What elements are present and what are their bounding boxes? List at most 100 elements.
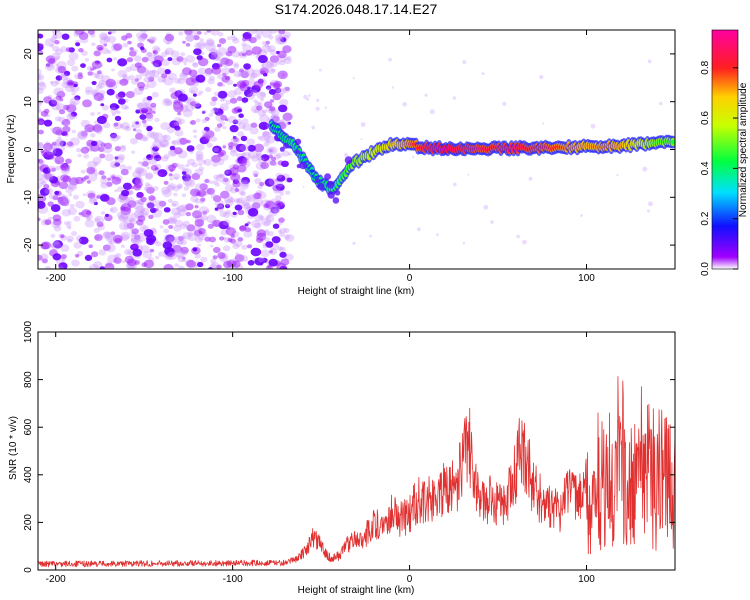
noise-speckle — [268, 88, 276, 95]
noise-speckle — [590, 124, 596, 129]
noise-speckle — [135, 121, 140, 125]
noise-speckle — [268, 35, 274, 40]
noise-speckle — [93, 50, 101, 57]
noise-speckle — [266, 214, 272, 219]
noise-speckle — [185, 55, 195, 63]
noise-speckle — [391, 86, 394, 89]
noise-speckle — [93, 201, 98, 206]
noise-speckle — [99, 63, 103, 68]
noise-speckle — [237, 131, 245, 137]
noise-speckle — [102, 244, 111, 251]
noise-speckle — [264, 229, 269, 233]
noise-speckle — [44, 219, 52, 225]
noise-speckle — [278, 35, 284, 40]
noise-speckle — [222, 219, 231, 226]
noise-speckle — [230, 34, 236, 38]
noise-speckle — [269, 99, 275, 103]
noise-speckle — [77, 238, 82, 243]
noise-speckle — [50, 233, 56, 238]
noise-speckle — [273, 187, 281, 194]
x-tick-label: -100 — [223, 574, 243, 585]
noise-speckle — [111, 164, 116, 168]
noise-speckle — [107, 177, 112, 181]
noise-speckle — [254, 34, 262, 40]
noise-speckle — [154, 200, 166, 209]
noise-speckle — [177, 164, 185, 170]
noise-speckle — [219, 173, 226, 179]
snr-background — [38, 332, 675, 570]
noise-speckle — [87, 192, 96, 199]
noise-speckle — [64, 84, 76, 93]
noise-speckle — [121, 244, 125, 248]
noise-speckle — [207, 223, 214, 229]
noise-speckle — [179, 204, 189, 212]
noise-speckle — [212, 255, 218, 260]
noise-speckle — [173, 121, 179, 127]
noise-speckle — [96, 221, 104, 227]
noise-speckle — [185, 77, 193, 84]
noise-speckle — [52, 195, 59, 201]
noise-speckle — [114, 156, 119, 160]
noise-speckle — [273, 80, 283, 88]
noise-speckle — [55, 103, 66, 111]
noise-speckle — [242, 37, 248, 42]
noise-speckle — [270, 61, 278, 68]
noise-speckle — [170, 92, 179, 100]
noise-speckle — [165, 100, 173, 106]
noise-speckle — [177, 77, 186, 85]
noise-speckle — [269, 49, 277, 56]
noise-speckle — [647, 59, 652, 64]
noise-speckle — [124, 248, 133, 256]
noise-speckle — [181, 193, 186, 197]
noise-speckle — [285, 56, 292, 61]
noise-speckle — [38, 129, 44, 135]
noise-speckle — [44, 172, 52, 179]
noise-speckle — [38, 75, 42, 80]
noise-speckle — [197, 261, 204, 268]
noise-speckle — [139, 207, 150, 216]
noise-speckle — [436, 233, 439, 237]
noise-speckle — [202, 42, 207, 47]
noise-speckle — [196, 143, 205, 151]
noise-speckle — [265, 135, 276, 144]
noise-speckle — [202, 132, 208, 137]
noise-speckle — [208, 236, 216, 243]
noise-speckle — [182, 232, 192, 240]
spectrogram-noise-field — [38, 30, 663, 269]
ridge-blob — [315, 178, 321, 184]
noise-speckle — [80, 63, 86, 68]
noise-speckle — [214, 182, 220, 187]
noise-speckle — [198, 90, 204, 95]
noise-speckle — [149, 39, 155, 44]
noise-speckle — [122, 42, 129, 48]
noise-speckle — [268, 209, 278, 217]
noise-speckle — [168, 236, 178, 244]
noise-speckle — [240, 71, 249, 79]
noise-speckle — [269, 106, 276, 112]
noise-speckle — [176, 205, 186, 213]
noise-speckle — [114, 189, 119, 193]
noise-speckle — [241, 52, 247, 57]
noise-speckle — [287, 152, 292, 156]
noise-speckle — [54, 139, 64, 147]
noise-speckle — [55, 165, 62, 171]
noise-speckle — [168, 225, 174, 229]
noise-speckle — [234, 254, 245, 262]
noise-speckle — [132, 128, 137, 132]
noise-speckle — [219, 58, 224, 63]
noise-speckle — [67, 181, 77, 190]
noise-speckle — [135, 132, 144, 140]
noise-speckle — [177, 209, 187, 217]
noise-speckle — [108, 30, 113, 34]
ridge-blob — [332, 197, 340, 204]
noise-speckle — [121, 35, 128, 41]
noise-speckle — [246, 138, 256, 146]
noise-speckle — [69, 97, 80, 106]
noise-speckle — [183, 186, 190, 191]
noise-speckle — [39, 187, 50, 196]
noise-speckle — [67, 207, 77, 216]
noise-speckle — [241, 176, 250, 185]
noise-speckle — [175, 120, 182, 126]
noise-speckle — [227, 90, 237, 98]
noise-speckle — [143, 229, 154, 238]
